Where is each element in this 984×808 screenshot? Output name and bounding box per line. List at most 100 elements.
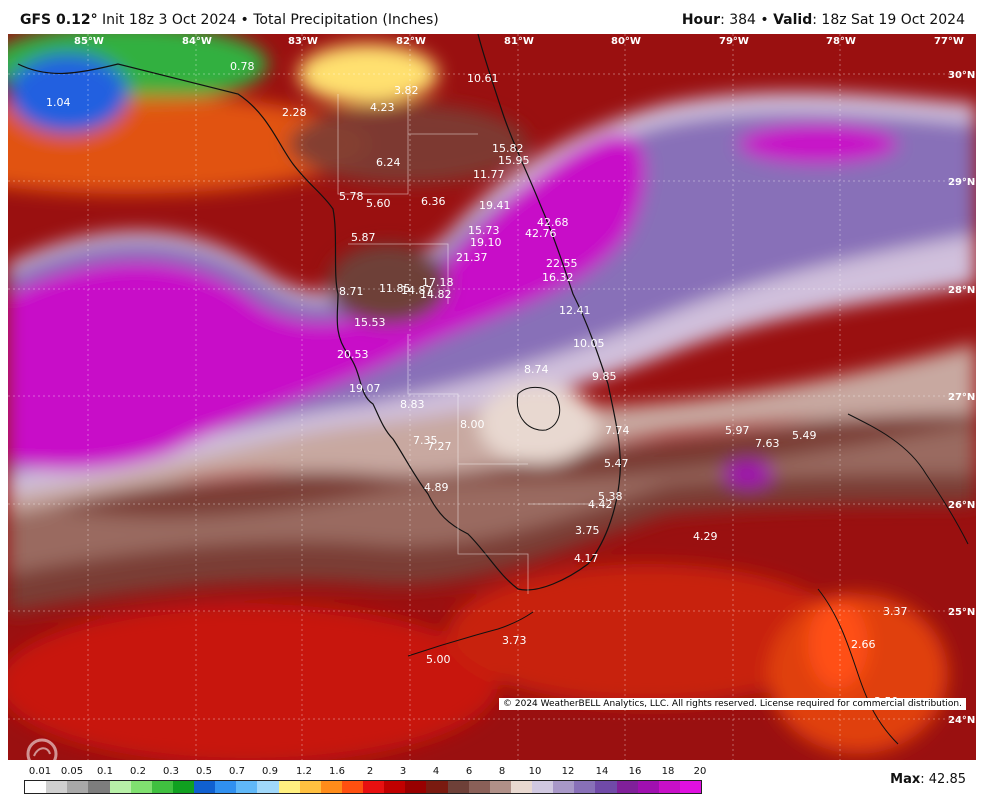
value-label: 20.53 bbox=[337, 348, 369, 361]
legend-tick: 0.3 bbox=[163, 766, 179, 777]
lon-label: 82°W bbox=[396, 36, 426, 47]
value-label: 8.71 bbox=[339, 285, 364, 298]
legend-swatch bbox=[532, 781, 554, 793]
value-label: 6.24 bbox=[376, 156, 401, 169]
legend-swatch bbox=[426, 781, 448, 793]
hour-label: Hour bbox=[681, 12, 721, 28]
value-label: 19.41 bbox=[479, 199, 511, 212]
legend-tick: 12 bbox=[561, 766, 575, 777]
legend-tick: 2 bbox=[366, 766, 374, 777]
lat-label: 29°N bbox=[948, 177, 975, 188]
legend-swatch bbox=[257, 781, 279, 793]
lon-label: 81°W bbox=[504, 36, 534, 47]
map-canvas: 85°W 84°W 83°W 82°W 81°W 80°W 79°W 78°W … bbox=[8, 34, 976, 760]
valid-label: Valid bbox=[773, 12, 813, 28]
lon-label: 77°W bbox=[934, 36, 964, 47]
init-text: Init 18z 3 Oct 2024 • Total Precipitatio… bbox=[97, 12, 439, 28]
value-label: 8.00 bbox=[460, 418, 485, 431]
legend-swatch bbox=[489, 781, 511, 793]
value-label: 5.87 bbox=[351, 231, 376, 244]
legend-tick: 14 bbox=[595, 766, 609, 777]
legend-tick: 0.05 bbox=[60, 766, 84, 777]
legend-tick: 20 bbox=[693, 766, 707, 777]
legend-tick: 6 bbox=[465, 766, 473, 777]
legend-swatch bbox=[574, 781, 596, 793]
legend-swatch bbox=[447, 781, 469, 793]
legend-tick: 0.1 bbox=[97, 766, 113, 777]
legend-swatch bbox=[405, 781, 427, 793]
lon-label: 78°W bbox=[826, 36, 856, 47]
legend-tick: 16 bbox=[628, 766, 642, 777]
florida-keys bbox=[407, 611, 534, 657]
color-scale-bar bbox=[24, 780, 702, 794]
legend-swatch bbox=[637, 781, 659, 793]
legend-tick: 3 bbox=[399, 766, 407, 777]
legend-swatch bbox=[67, 781, 89, 793]
value-label: 5.60 bbox=[366, 197, 391, 210]
value-label: 5.47 bbox=[604, 457, 629, 470]
valid-value: : 18z Sat 19 Oct 2024 bbox=[812, 12, 965, 28]
max-value: Max: 42.85 bbox=[890, 772, 966, 787]
value-label: 4.17 bbox=[574, 552, 599, 565]
legend-swatch bbox=[679, 781, 701, 793]
legend-tick: 4 bbox=[432, 766, 440, 777]
value-label: 7.63 bbox=[755, 437, 780, 450]
value-label: 11.77 bbox=[473, 168, 505, 181]
value-label: 19.10 bbox=[470, 236, 502, 249]
weatherbell-logo-icon bbox=[26, 738, 58, 770]
value-label: 3.82 bbox=[394, 84, 419, 97]
lat-label: 30°N bbox=[948, 70, 975, 81]
legend-swatch bbox=[194, 781, 216, 793]
lon-label: 85°W bbox=[74, 36, 104, 47]
legend-swatch bbox=[88, 781, 110, 793]
value-label: 2.28 bbox=[282, 106, 307, 119]
precip-value-labels: 1.04 0.78 2.28 3.82 4.23 10.61 15.82 15.… bbox=[46, 60, 908, 708]
lon-label: 83°W bbox=[288, 36, 318, 47]
value-label: 14.87 bbox=[401, 284, 433, 297]
legend-swatch bbox=[468, 781, 490, 793]
value-label: 4.29 bbox=[693, 530, 718, 543]
value-label: 5.78 bbox=[339, 190, 364, 203]
value-label: 7.74 bbox=[605, 424, 630, 437]
value-label: 14.82 bbox=[420, 288, 452, 301]
legend-swatch bbox=[363, 781, 385, 793]
legend-swatch bbox=[236, 781, 258, 793]
model-name: GFS 0.12 bbox=[20, 12, 91, 28]
legend-tick: 0.9 bbox=[262, 766, 278, 777]
legend-tick: 0.5 bbox=[196, 766, 212, 777]
value-label: 19.07 bbox=[349, 382, 381, 395]
lat-label: 25°N bbox=[948, 607, 975, 618]
legend-swatch bbox=[320, 781, 342, 793]
value-label: 5.00 bbox=[426, 653, 451, 666]
legend-tick: 0.2 bbox=[130, 766, 146, 777]
graticule bbox=[8, 34, 976, 760]
legend-swatch bbox=[341, 781, 363, 793]
legend-tick: 1.2 bbox=[296, 766, 312, 777]
value-label: 17.18 bbox=[422, 276, 454, 289]
lat-label: 26°N bbox=[948, 500, 975, 511]
legend-tick: 1.6 bbox=[329, 766, 345, 777]
max-number: : 42.85 bbox=[920, 772, 966, 787]
value-label: 10.61 bbox=[467, 72, 499, 85]
value-label: 15.53 bbox=[354, 316, 386, 329]
bahamas-outline bbox=[817, 413, 969, 745]
value-label: 15.95 bbox=[498, 154, 530, 167]
lat-label: 27°N bbox=[948, 392, 975, 403]
legend-tick: 0.7 bbox=[229, 766, 245, 777]
legend-swatch bbox=[658, 781, 680, 793]
value-label: 8.74 bbox=[524, 363, 549, 376]
legend-tick: 10 bbox=[528, 766, 542, 777]
legend-swatch bbox=[151, 781, 173, 793]
legend-tick: 18 bbox=[661, 766, 675, 777]
value-label: 0.78 bbox=[230, 60, 255, 73]
legend-swatch bbox=[215, 781, 237, 793]
florida-coastline bbox=[17, 34, 621, 591]
value-label: 15.82 bbox=[492, 142, 524, 155]
legend-ticks: 0.01 0.05 0.1 0.2 0.3 0.5 0.7 0.9 1.2 1.… bbox=[24, 766, 707, 778]
value-label: 4.42 bbox=[588, 498, 613, 511]
legend-swatch bbox=[25, 781, 47, 793]
lat-label: 24°N bbox=[948, 715, 975, 726]
precipitation-map: 85°W 84°W 83°W 82°W 81°W 80°W 79°W 78°W … bbox=[8, 34, 976, 770]
header: GFS 0.12° Init 18z 3 Oct 2024 • Total Pr… bbox=[0, 0, 984, 34]
value-label: 7.35 bbox=[413, 434, 438, 447]
